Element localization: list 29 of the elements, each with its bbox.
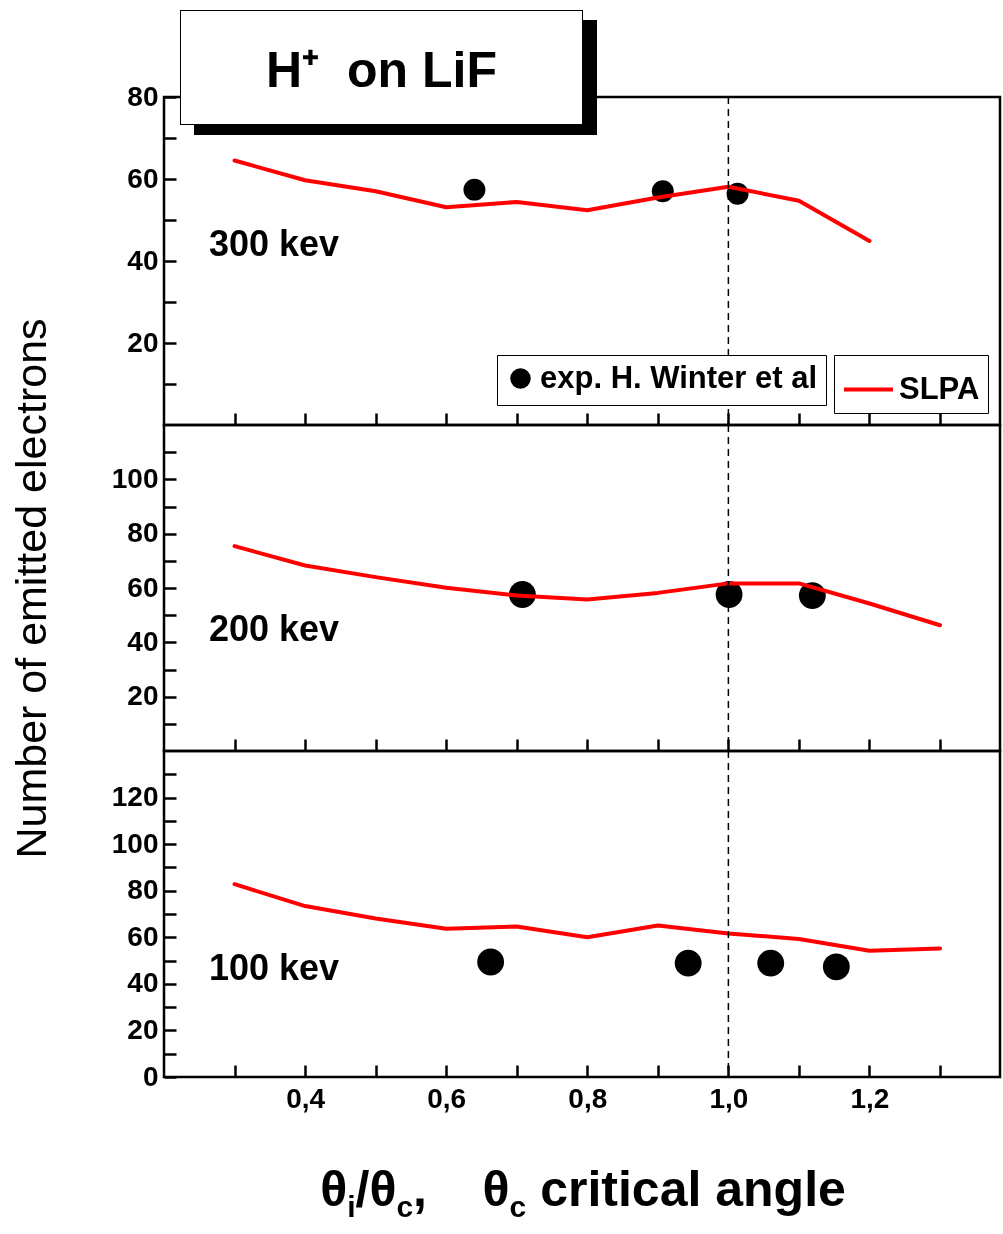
annotation: 300 kev <box>209 222 340 264</box>
legend-label: exp. H. Winter et al <box>540 359 818 395</box>
y-tick-label: 20 <box>127 326 159 358</box>
annotation: 100 kev <box>209 947 340 989</box>
y-tick-label: 80 <box>127 517 159 549</box>
y-axis-title: Number of emitted electrons <box>6 318 55 859</box>
y-tick-label: 20 <box>127 1013 159 1045</box>
x-tick-label: 1,2 <box>850 1082 890 1114</box>
y-tick-label: 20 <box>127 680 159 712</box>
y-tick-label: 40 <box>127 625 159 657</box>
x-axis-title: θ$_{i}$/θ$_{c}$, θ$_{c}$ critical angle <box>319 1160 847 1224</box>
legend-label: SLPA <box>899 370 980 406</box>
y-tick-label: 80 <box>127 80 159 112</box>
y-tick-label: 100 <box>111 462 159 494</box>
line-series <box>232 882 943 953</box>
y-tick-label: 40 <box>127 967 159 999</box>
y-tick-label: 60 <box>127 571 159 603</box>
annotation: 200 kev <box>209 608 340 650</box>
x-tick-label: 0,4 <box>286 1082 326 1114</box>
y-tick-label: 60 <box>127 920 159 952</box>
y-tick-label: 120 <box>111 781 159 813</box>
y-tick-label: 80 <box>127 874 159 906</box>
x-tick-label: 0,8 <box>568 1082 608 1114</box>
y-tick-label: 40 <box>127 244 159 276</box>
x-tick-label: 0,6 <box>427 1082 467 1114</box>
y-tick-label: 60 <box>127 162 159 194</box>
x-tick-label: 1,0 <box>709 1082 749 1114</box>
y-tick-label: 0 <box>142 1060 159 1092</box>
y-tick-label: 100 <box>111 827 159 859</box>
